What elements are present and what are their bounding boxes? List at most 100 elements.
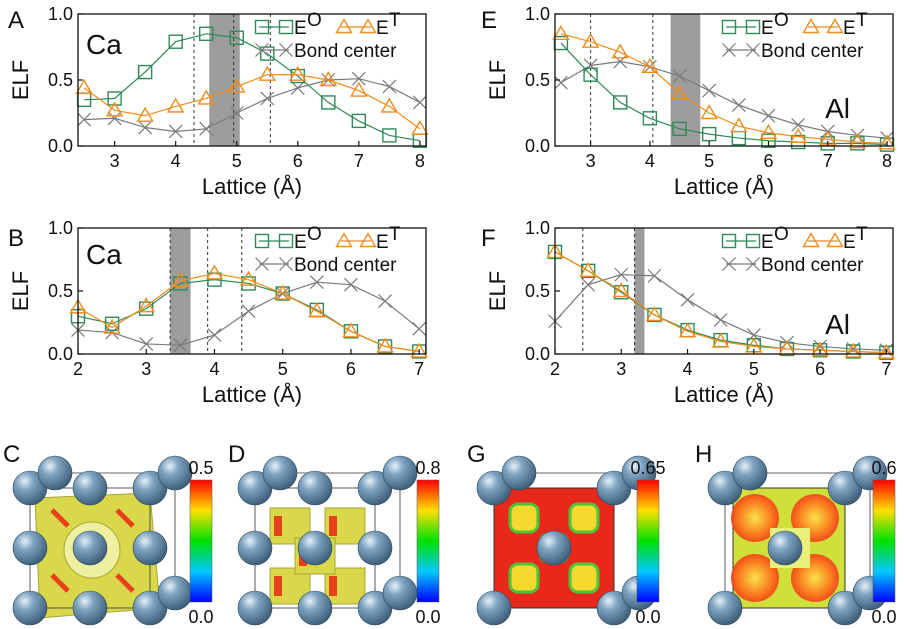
atom-sphere <box>707 590 743 626</box>
legend-label-eo: E <box>294 18 307 39</box>
atom-sphere <box>72 530 108 566</box>
data-point-bond <box>672 69 687 83</box>
legend-label-sup-eo: O <box>774 10 789 31</box>
elf-slice-cell <box>508 502 540 534</box>
legend-label-eo: E <box>761 18 774 39</box>
y-tick-label: 0.5 <box>525 281 550 301</box>
data-point-et <box>877 343 896 359</box>
data-point-eo <box>613 95 628 110</box>
data-point-bond <box>731 98 746 113</box>
isosurface-hotspot <box>115 508 135 528</box>
x-tick-label: 7 <box>354 151 364 171</box>
data-point-bond <box>378 294 392 309</box>
data-point-bond <box>581 277 596 292</box>
data-point-bond <box>168 124 183 139</box>
data-point-et <box>552 24 570 40</box>
panel-letter: E <box>481 7 497 34</box>
y-axis-label: ELF <box>8 271 33 311</box>
y-tick-label: 0.0 <box>525 344 550 364</box>
data-point-bond <box>412 95 427 110</box>
data-point-eo <box>199 26 214 41</box>
x-tick-label: 4 <box>683 359 693 379</box>
data-point-et <box>342 322 360 338</box>
data-point-eo <box>137 64 153 80</box>
atom-sphere <box>132 530 168 566</box>
x-tick-label: 5 <box>749 359 759 379</box>
atom-sphere <box>297 470 333 506</box>
y-tick-label: 0.0 <box>48 136 73 156</box>
legend-marker-et <box>802 232 820 248</box>
series-line-bond <box>560 60 888 139</box>
elf-slice-cell <box>731 554 779 602</box>
data-point-eo <box>672 121 687 137</box>
data-point-bond <box>351 71 366 86</box>
data-point-et <box>205 264 224 280</box>
panel-letter: F <box>481 225 496 252</box>
unit-cell-edge <box>493 487 615 609</box>
legend-label-sup-et: T <box>856 10 868 31</box>
data-point-eo <box>642 111 658 126</box>
shaded-band <box>170 228 191 354</box>
legend-label-bond: Bond center <box>761 41 864 62</box>
isosurface-hotspot <box>329 516 337 536</box>
colorbar-min-label: 0.0 <box>635 607 660 627</box>
series-line-bond <box>84 78 421 133</box>
data-point-et <box>137 297 155 313</box>
x-tick-label: 8 <box>882 151 892 171</box>
atom-sphere <box>297 590 333 626</box>
data-point-et <box>228 77 246 93</box>
y-tick-label: 1.0 <box>525 4 550 24</box>
data-point-bond <box>77 112 92 127</box>
data-point-eo <box>382 128 397 143</box>
data-point-et <box>171 272 190 288</box>
legend-marker-et <box>359 18 377 34</box>
legend-label-et: E <box>376 18 389 39</box>
atom-sphere <box>476 590 512 626</box>
isosurface-hotspot <box>50 508 70 528</box>
data-point-et <box>350 81 368 97</box>
colorbar <box>416 479 440 603</box>
data-point-et <box>612 282 630 298</box>
legend-marker-et <box>335 18 353 34</box>
y-tick-label: 0.5 <box>525 70 550 90</box>
data-point-bond <box>344 277 358 292</box>
data-point-bond <box>702 83 717 98</box>
series-line-et <box>83 74 421 130</box>
legend-marker-eo <box>278 233 294 249</box>
data-point-et <box>730 117 748 133</box>
legend-marker-et <box>359 232 377 248</box>
data-point-eo <box>107 91 122 106</box>
x-tick-label: 7 <box>881 359 891 379</box>
atom-sphere <box>382 575 418 611</box>
legend-marker-eo <box>278 19 294 35</box>
y-tick-label: 0.5 <box>48 281 73 301</box>
data-point-eo <box>321 95 336 110</box>
data-point-et <box>878 134 896 150</box>
data-point-et <box>645 306 664 322</box>
atom-sphere <box>12 590 48 626</box>
x-axis-label: Lattice (Å) <box>202 382 302 407</box>
data-point-et <box>700 104 718 120</box>
panel-letter: C <box>3 441 20 468</box>
colorbar-max-label: 0.5 <box>188 458 213 478</box>
data-point-et <box>711 332 730 348</box>
data-point-eo <box>260 46 275 61</box>
data-point-et <box>641 57 659 74</box>
atom-sphere <box>237 530 273 566</box>
elf-slice-cell <box>731 494 779 542</box>
atom-sphere <box>501 455 537 491</box>
x-tick-label: 4 <box>209 359 219 379</box>
y-tick-label: 0.5 <box>48 70 73 90</box>
data-point-et <box>844 342 862 358</box>
element-label: Ca <box>86 29 122 60</box>
data-point-eo <box>850 136 865 151</box>
data-point-et <box>789 127 807 143</box>
data-point-et <box>376 337 394 353</box>
x-tick-label: 8 <box>415 151 425 171</box>
legend-marker-eo <box>254 19 270 35</box>
structure-panel-g: G 0.65 0.0 <box>467 441 666 627</box>
data-point-et <box>811 341 829 357</box>
colorbar-max-label: 0.65 <box>630 458 665 478</box>
panel-letter: D <box>228 441 245 468</box>
